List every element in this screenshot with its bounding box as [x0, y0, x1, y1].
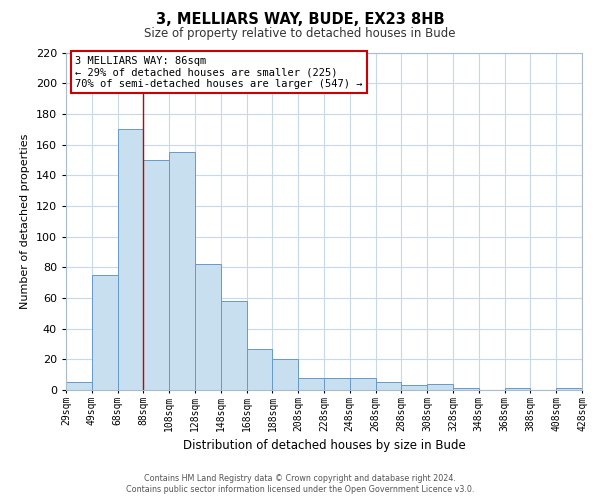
- Bar: [376, 382, 401, 390]
- Bar: [221, 301, 247, 390]
- Text: Contains HM Land Registry data © Crown copyright and database right 2024.
Contai: Contains HM Land Registry data © Crown c…: [126, 474, 474, 494]
- X-axis label: Distribution of detached houses by size in Bude: Distribution of detached houses by size …: [182, 439, 466, 452]
- Bar: [143, 160, 169, 390]
- Bar: [118, 129, 143, 390]
- Bar: [350, 378, 376, 390]
- Bar: [169, 152, 195, 390]
- Bar: [556, 388, 582, 390]
- Bar: [427, 384, 453, 390]
- Bar: [453, 388, 479, 390]
- Bar: [92, 275, 118, 390]
- Bar: [298, 378, 324, 390]
- Text: Size of property relative to detached houses in Bude: Size of property relative to detached ho…: [144, 28, 456, 40]
- Y-axis label: Number of detached properties: Number of detached properties: [20, 134, 30, 309]
- Bar: [401, 386, 427, 390]
- Bar: [195, 264, 221, 390]
- Text: 3 MELLIARS WAY: 86sqm
← 29% of detached houses are smaller (225)
70% of semi-det: 3 MELLIARS WAY: 86sqm ← 29% of detached …: [75, 56, 362, 89]
- Bar: [66, 382, 92, 390]
- Bar: [505, 388, 530, 390]
- Bar: [324, 378, 350, 390]
- Bar: [272, 360, 298, 390]
- Text: 3, MELLIARS WAY, BUDE, EX23 8HB: 3, MELLIARS WAY, BUDE, EX23 8HB: [155, 12, 445, 28]
- Bar: [247, 348, 272, 390]
